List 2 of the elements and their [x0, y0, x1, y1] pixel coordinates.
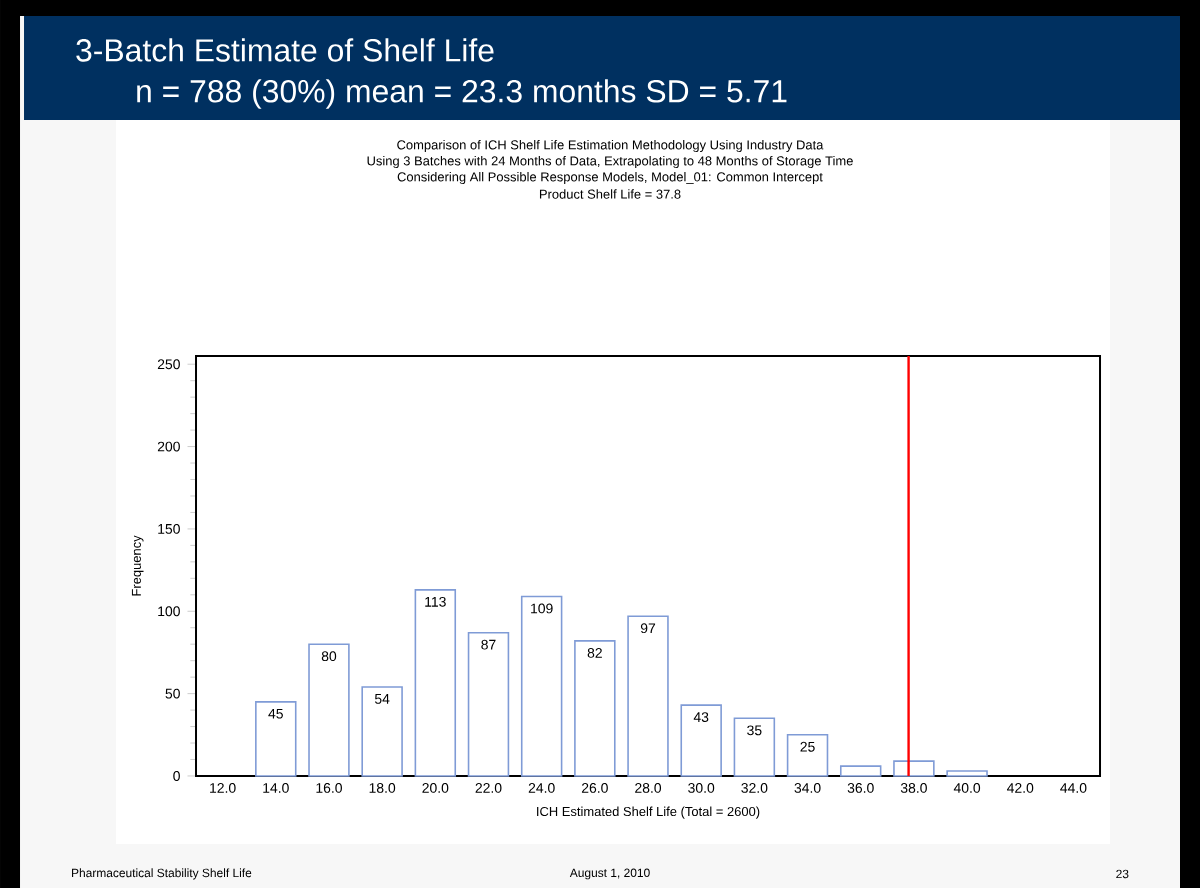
chart-title: 3-Batch Estimate of Shelf Life — [76, 38, 494, 62]
chart-subtitle: n = 788 (30%) mean = 23.3 months SD = 5.71 — [137, 79, 787, 109]
